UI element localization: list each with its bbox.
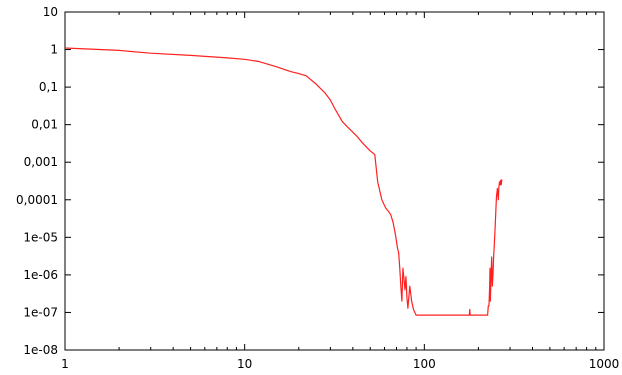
y-tick-label: 0,1 [39, 80, 58, 94]
y-tick-label: 10 [43, 5, 58, 19]
y-tick-label: 0,001 [24, 155, 58, 169]
series-line [64, 47, 503, 316]
x-tick-labels: 1 10 100 1000 [61, 357, 619, 371]
x-tick-label: 100 [413, 357, 436, 371]
y-tick-label: 1e-06 [23, 268, 58, 282]
series-layer [64, 47, 503, 316]
x-tick-label: 1 [61, 357, 69, 371]
y-tick-label: 1e-08 [23, 343, 58, 357]
y-tick-labels: 10 1 0,1 0,01 0,001 0,0001 1e-05 1e-06 1e-07 1e-0… [16, 5, 58, 357]
x-ticks [64, 12, 597, 350]
y-ticks [65, 11, 604, 351]
y-tick-label: 1e-05 [23, 230, 58, 244]
y-tick-label: 1 [50, 43, 58, 57]
x-tick-label: 10 [237, 357, 252, 371]
x-tick-label: 1000 [589, 357, 620, 371]
y-tick-label: 0,01 [31, 118, 58, 132]
y-tick-label: 0,0001 [16, 193, 58, 207]
plot-area [64, 11, 605, 351]
y-tick-label: 1e-07 [23, 305, 58, 319]
